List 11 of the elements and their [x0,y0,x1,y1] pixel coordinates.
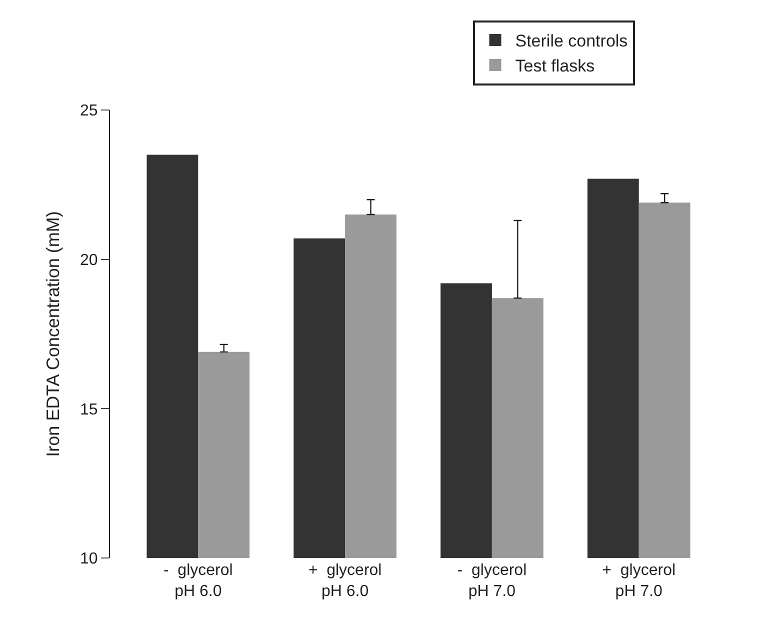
x-tick-label: + glycerol pH 6.0 [308,562,382,600]
y-tick-label: 25 [80,102,98,120]
x-tick-label: - glycerol pH 6.0 [163,562,233,600]
y-tick-label: 10 [80,550,98,568]
y-tick-label: 15 [80,401,98,418]
legend-label: Sterile controls [515,32,628,51]
x-tick-label: - glycerol pH 7.0 [457,562,527,600]
y-tick-label: 20 [80,252,98,269]
legend-label: Test flasks [515,56,595,76]
x-tick-label: + glycerol pH 7.0 [602,562,676,600]
y-axis-title: Iron EDTA Concentration (mM) [43,211,64,457]
